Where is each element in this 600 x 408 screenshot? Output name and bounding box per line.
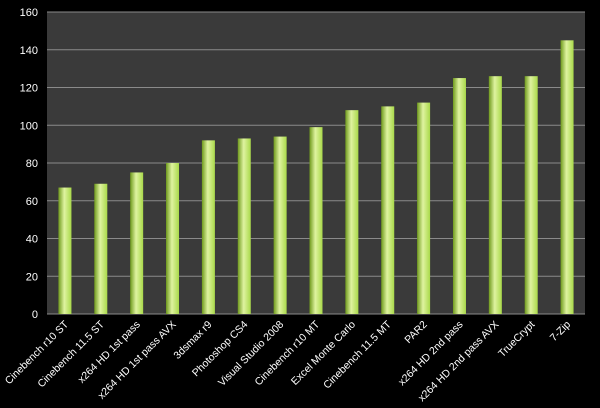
- bar: [309, 127, 323, 314]
- bar: [524, 76, 538, 314]
- x-tick-label: Visual Studio 2008: [216, 319, 286, 389]
- bar: [381, 106, 395, 314]
- y-tick-label: 140: [20, 45, 38, 57]
- y-tick-label: 100: [20, 120, 38, 132]
- x-tick-label: 7-Zip: [548, 319, 574, 345]
- bar: [130, 172, 144, 314]
- bar: [58, 187, 72, 314]
- bar: [488, 76, 502, 314]
- x-tick-label: Cinebench 11.5 ST: [35, 318, 107, 390]
- y-axis-ticks: 0 20 40 60 80 100 120 140 160: [20, 7, 38, 321]
- bar: [560, 40, 574, 314]
- y-tick-label: 60: [26, 196, 38, 208]
- bar: [94, 183, 108, 314]
- y-tick-label: 120: [20, 83, 38, 95]
- bar: [417, 102, 431, 314]
- x-tick-label: x264 HD 2nd pass: [396, 319, 466, 389]
- y-tick-label: 0: [32, 309, 38, 321]
- bar: [237, 138, 251, 314]
- y-tick-label: 80: [26, 158, 38, 170]
- y-tick-label: 40: [26, 234, 38, 246]
- x-tick-label: Excel Monte Carlo: [289, 319, 358, 388]
- x-tick-label: Cinebench 11.5 MT: [321, 318, 394, 391]
- bar: [345, 110, 359, 315]
- bar: [273, 136, 287, 314]
- y-tick-label: 20: [26, 271, 38, 283]
- x-tick-label: x264 HD 1st pass: [76, 319, 143, 386]
- x-tick-label: TrueCrypt: [496, 319, 537, 360]
- y-tick-label: 160: [20, 7, 38, 19]
- x-tick-label: Cinebench r10 MT: [253, 318, 323, 388]
- bar: [166, 163, 180, 314]
- bar: [201, 140, 215, 314]
- bars: [58, 40, 574, 315]
- x-tick-label: PAR2: [402, 319, 429, 346]
- x-tick-label: Cinebench r10 ST: [3, 318, 72, 387]
- bar: [452, 78, 466, 314]
